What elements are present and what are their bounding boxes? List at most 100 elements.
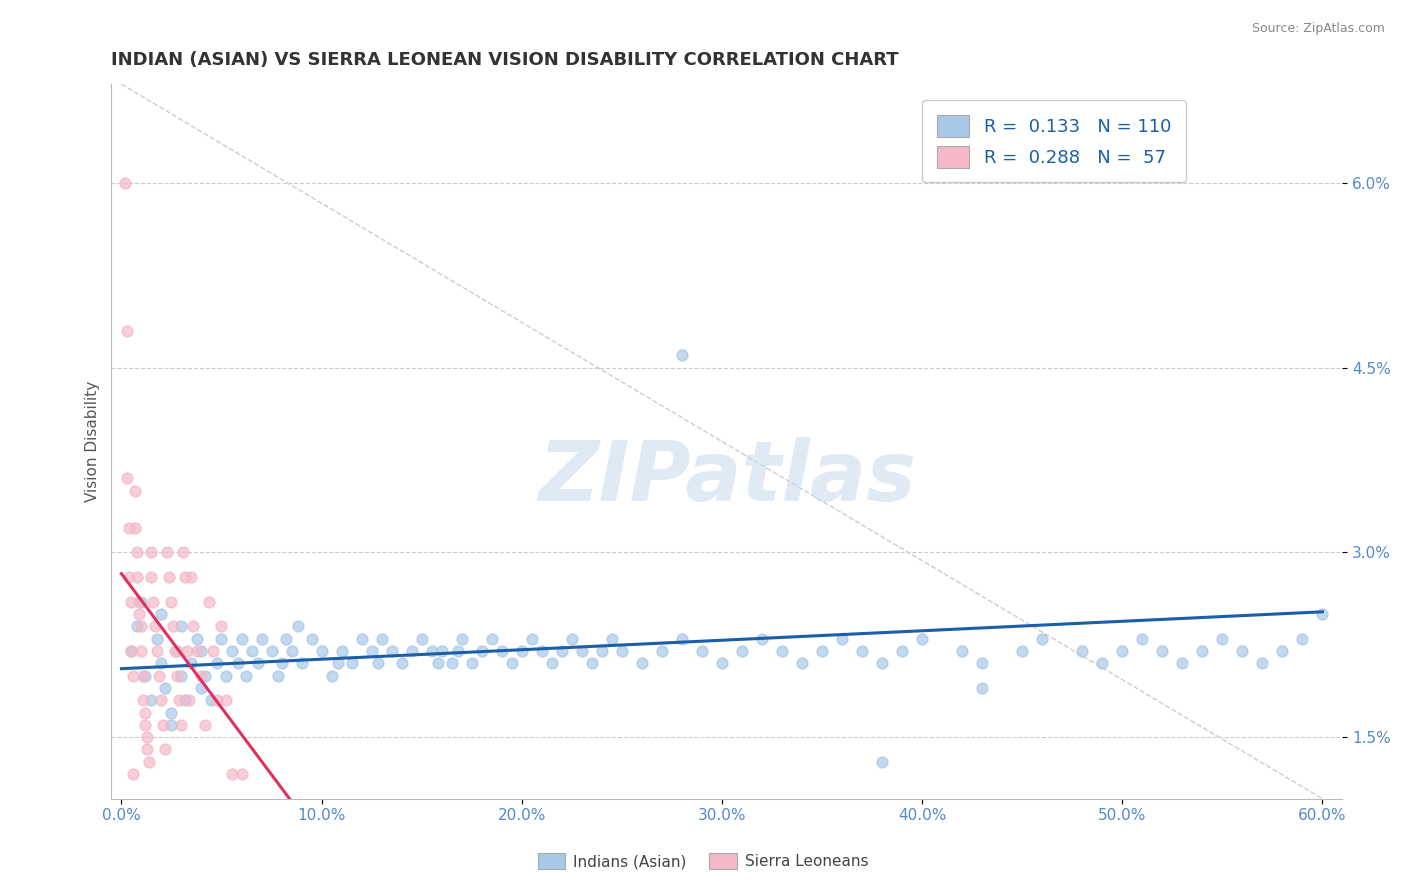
Point	[950, 644, 973, 658]
Point	[194, 668, 217, 682]
Point	[290, 657, 312, 671]
Text: Source: ZipAtlas.com: Source: ZipAtlas.com	[1251, 22, 1385, 36]
Point	[274, 632, 297, 646]
Point	[141, 545, 163, 559]
Point	[156, 545, 179, 559]
Point	[350, 632, 373, 646]
Point	[391, 657, 413, 671]
Point	[198, 594, 221, 608]
Point	[120, 644, 142, 658]
Legend: Indians (Asian), Sierra Leoneans: Indians (Asian), Sierra Leoneans	[531, 847, 875, 875]
Point	[420, 644, 443, 658]
Point	[136, 742, 159, 756]
Point	[231, 767, 253, 781]
Point	[530, 644, 553, 658]
Point	[142, 594, 165, 608]
Point	[471, 644, 494, 658]
Point	[911, 632, 934, 646]
Point	[138, 755, 160, 769]
Point	[127, 570, 149, 584]
Point	[321, 668, 343, 682]
Point	[1031, 632, 1053, 646]
Point	[122, 767, 145, 781]
Point	[132, 668, 155, 682]
Point	[202, 644, 225, 658]
Point	[211, 632, 233, 646]
Point	[326, 657, 349, 671]
Point	[190, 644, 212, 658]
Point	[200, 693, 222, 707]
Point	[270, 657, 292, 671]
Point	[159, 570, 181, 584]
Point	[1271, 644, 1294, 658]
Point	[690, 644, 713, 658]
Point	[150, 607, 173, 621]
Point	[155, 742, 177, 756]
Point	[170, 718, 193, 732]
Point	[411, 632, 433, 646]
Point	[481, 632, 503, 646]
Point	[176, 644, 198, 658]
Point	[831, 632, 853, 646]
Point	[183, 619, 205, 633]
Point	[811, 644, 834, 658]
Point	[162, 619, 184, 633]
Point	[630, 657, 652, 671]
Point	[166, 668, 188, 682]
Point	[1152, 644, 1174, 658]
Point	[561, 632, 583, 646]
Point	[124, 483, 146, 498]
Point	[221, 767, 243, 781]
Point	[1191, 644, 1213, 658]
Point	[1232, 644, 1254, 658]
Point	[120, 594, 142, 608]
Point	[190, 681, 212, 695]
Point	[770, 644, 793, 658]
Point	[148, 668, 170, 682]
Point	[671, 632, 693, 646]
Point	[426, 657, 449, 671]
Point	[172, 545, 194, 559]
Point	[169, 693, 191, 707]
Point	[179, 693, 201, 707]
Point	[114, 176, 136, 190]
Point	[751, 632, 773, 646]
Point	[180, 657, 202, 671]
Point	[360, 644, 382, 658]
Point	[166, 644, 188, 658]
Point	[118, 521, 141, 535]
Point	[851, 644, 873, 658]
Point	[124, 521, 146, 535]
Point	[117, 324, 139, 338]
Point	[118, 570, 141, 584]
Point	[136, 730, 159, 744]
Point	[447, 644, 470, 658]
Point	[170, 619, 193, 633]
Point	[790, 657, 813, 671]
Point	[891, 644, 914, 658]
Point	[581, 657, 603, 671]
Point	[131, 619, 153, 633]
Point	[128, 594, 150, 608]
Point	[1211, 632, 1233, 646]
Point	[280, 644, 302, 658]
Point	[340, 657, 363, 671]
Point	[152, 718, 174, 732]
Text: ZIPatlas: ZIPatlas	[538, 437, 915, 517]
Point	[1171, 657, 1194, 671]
Point	[174, 693, 197, 707]
Point	[190, 668, 212, 682]
Point	[551, 644, 574, 658]
Point	[870, 657, 893, 671]
Point	[450, 632, 472, 646]
Point	[600, 632, 623, 646]
Point	[651, 644, 673, 658]
Point	[491, 644, 513, 658]
Point	[1011, 644, 1033, 658]
Point	[370, 632, 392, 646]
Point	[1091, 657, 1114, 671]
Point	[520, 632, 543, 646]
Point	[510, 644, 533, 658]
Point	[117, 471, 139, 485]
Point	[591, 644, 613, 658]
